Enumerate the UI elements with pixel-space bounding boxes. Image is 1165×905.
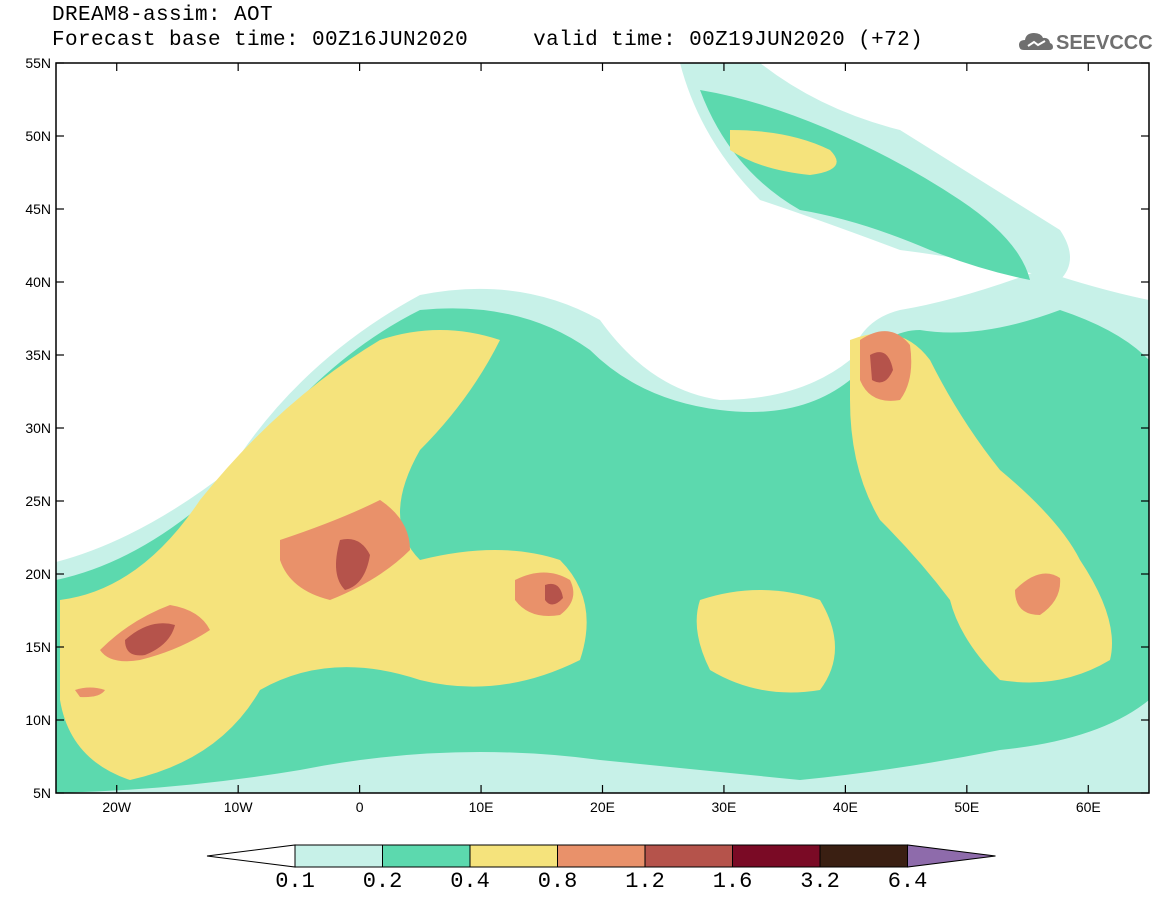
- lon-label: 60E: [1076, 799, 1101, 815]
- lat-label: 50N: [25, 128, 51, 144]
- lat-label: 20N: [25, 566, 51, 582]
- colorbar-swatch: [469, 844, 558, 868]
- colorbar-swatch: [294, 844, 383, 868]
- lon-label: 40E: [833, 799, 858, 815]
- lon-label: 20W: [102, 799, 132, 815]
- colorbar-level-label: 3.2: [800, 869, 840, 894]
- colorbar-level-label: 0.8: [537, 869, 578, 894]
- lon-label: 10W: [224, 799, 254, 815]
- colorbar-swatch: [644, 844, 733, 868]
- forecast-time-subtitle: Forecast base time: 00Z16JUN2020 valid t…: [52, 29, 924, 52]
- lat-label: 5N: [33, 785, 51, 801]
- cloud-icon: SEEVCCC: [1019, 32, 1153, 54]
- lon-label: 10E: [469, 799, 494, 815]
- lon-label: 50E: [954, 799, 979, 815]
- colorbar-swatch: [732, 844, 821, 868]
- colorbar-swatch: [819, 844, 908, 868]
- lat-label: 10N: [25, 712, 51, 728]
- seevccc-logo: SEEVCCC: [1018, 26, 1158, 56]
- lat-label: 15N: [25, 639, 51, 655]
- colorbar: [206, 844, 996, 868]
- lat-label: 55N: [25, 55, 51, 71]
- lat-label: 25N: [25, 493, 51, 509]
- colorbar-swatch: [382, 844, 471, 868]
- colorbar-level-label: 6.4: [887, 869, 928, 894]
- lat-label: 30N: [25, 420, 51, 436]
- lon-label: 0: [356, 799, 364, 815]
- longitude-axis: 20W 10W 0 10E 20E 30E 40E 50E 60E: [102, 63, 1101, 815]
- colorbar-under-triangle: [206, 844, 296, 868]
- latitude-axis: 55N 50N 45N 40N 35N 30N 25N 20N 15N 10N 5N: [25, 55, 1149, 801]
- aot-contours: [56, 63, 1149, 793]
- colorbar-level-label: 1.6: [712, 869, 753, 894]
- lat-label: 45N: [25, 201, 51, 217]
- lon-label: 30E: [711, 799, 736, 815]
- colorbar-swatch: [557, 844, 646, 868]
- colorbar-level-label: 0.1: [275, 869, 315, 894]
- lon-label: 20E: [590, 799, 615, 815]
- map-title: DREAM8-assim: AOT: [52, 4, 274, 27]
- colorbar-level-label: 0.2: [362, 869, 403, 894]
- colorbar-level-label: 1.2: [625, 869, 665, 894]
- lat-label: 35N: [25, 347, 51, 363]
- colorbar-level-label: 0.4: [450, 869, 490, 894]
- lat-label: 40N: [25, 274, 51, 290]
- svg-text:SEEVCCC: SEEVCCC: [1056, 32, 1153, 54]
- colorbar-over-triangle: [907, 844, 996, 868]
